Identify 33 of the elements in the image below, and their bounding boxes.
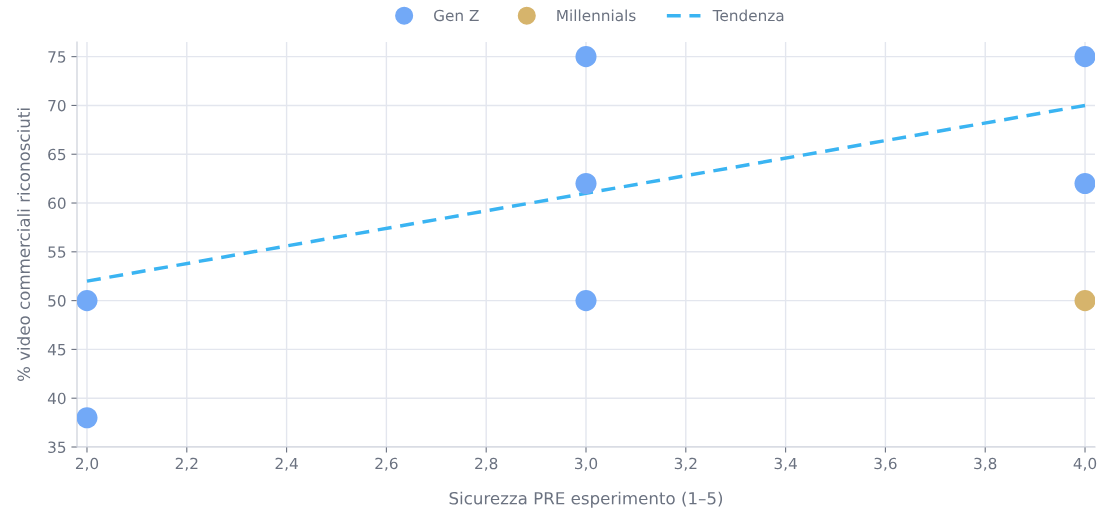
point: [77, 407, 98, 429]
x-tick-label: 3,2: [674, 457, 697, 471]
x-tick-label: 3,6: [874, 457, 897, 471]
point: [1074, 46, 1095, 68]
x-tick-label: 2,6: [375, 457, 398, 471]
y-tick-label: 55: [48, 246, 66, 258]
x-tick-label: 2,0: [75, 457, 99, 471]
y-tick-label: 45: [47, 344, 66, 356]
point: [1074, 290, 1095, 312]
y-tick-label: 40: [47, 392, 66, 405]
y-tick-label: 65: [48, 148, 66, 161]
point: [1074, 172, 1095, 195]
x-tick-label: 3,8: [974, 457, 997, 471]
y-tick-label: 60: [48, 197, 66, 210]
point: [575, 46, 597, 68]
y-tick-label: 35: [48, 441, 66, 454]
legend-label: Millennials: [557, 9, 636, 22]
x-tick-label: 2,8: [475, 457, 498, 471]
x-axis-title: Sicurezza PRE esperimento (1–5): [449, 491, 723, 508]
x-tick-label: 2,4: [275, 457, 298, 471]
point: [575, 172, 597, 195]
x-tick-label: 3,4: [774, 457, 797, 471]
legend-label: Tendenza: [712, 9, 784, 22]
y-tick-label: 75: [48, 51, 66, 63]
y-tick-label: 50: [48, 295, 66, 307]
point: [575, 290, 597, 312]
y-axis-title: % video commerciali riconosciuti: [17, 108, 31, 382]
x-tick-label: 3,0: [575, 457, 598, 471]
y-tick-label: 70: [48, 99, 66, 112]
point: [77, 290, 98, 312]
x-tick-label: 2,2: [175, 457, 198, 471]
x-tick-label: 4,0: [1073, 457, 1097, 471]
legend-label: Gen Z: [434, 9, 479, 22]
